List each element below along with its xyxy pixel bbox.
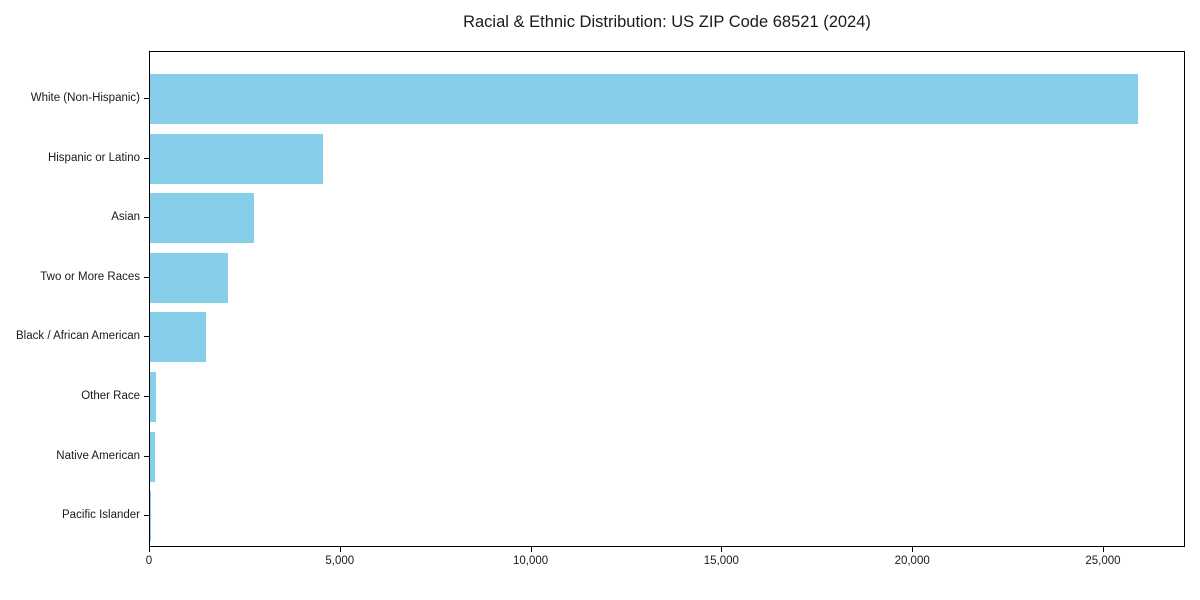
- y-tick-label-native-american: Native American: [56, 449, 140, 462]
- x-tick-mark: [912, 547, 914, 552]
- x-tick-mark: [339, 547, 341, 552]
- y-tick-mark: [144, 217, 149, 219]
- x-tick-mark: [149, 547, 150, 552]
- y-tick-mark: [144, 276, 149, 278]
- x-tick-label-20-000: 20,000: [894, 555, 930, 567]
- y-tick-label-hispanic-or-latino: Hispanic or Latino: [47, 151, 140, 164]
- y-tick-label-white-non-hispanic: White (Non-Hispanic): [30, 92, 140, 104]
- chart-title: Racial & Ethnic Distribution: US ZIP Cod…: [463, 13, 871, 31]
- y-tick-label-pacific-islander: Pacific Islander: [62, 509, 140, 522]
- x-tick-label-10-000: 10,000: [512, 555, 549, 567]
- y-tick-label-other-race: Other Race: [81, 390, 140, 402]
- y-tick-label-two-or-more-races: Two or More Races: [40, 270, 140, 283]
- plot-area: [149, 51, 1185, 547]
- bar-two-or-more-races: [150, 252, 228, 303]
- y-tick-label-asian: Asian: [111, 211, 140, 224]
- y-tick-label-black-african-american: Black / African American: [16, 330, 140, 343]
- bar-hispanic-or-latino: [150, 133, 324, 184]
- y-tick-mark: [144, 336, 149, 338]
- y-tick-mark: [144, 157, 149, 159]
- y-tick-mark: [144, 455, 149, 457]
- bar-asian: [150, 193, 255, 244]
- bar-pacific-islander: [150, 491, 151, 542]
- bar-black-african-american: [150, 312, 207, 363]
- y-tick-mark: [144, 515, 149, 517]
- x-tick-label-25-000: 25,000: [1085, 555, 1121, 567]
- x-tick-mark: [721, 547, 723, 552]
- bar-white-non-hispanic: [150, 74, 1138, 124]
- x-tick-label-5-000: 5,000: [325, 555, 355, 567]
- x-tick-label-15-000: 15,000: [703, 555, 739, 567]
- x-tick-label-0: 0: [145, 555, 153, 567]
- x-tick-mark: [1102, 547, 1104, 552]
- bar-other-race: [150, 372, 157, 422]
- bar-native-american: [150, 431, 156, 482]
- y-tick-mark: [144, 98, 149, 99]
- y-tick-mark: [144, 396, 149, 397]
- x-tick-mark: [530, 547, 532, 552]
